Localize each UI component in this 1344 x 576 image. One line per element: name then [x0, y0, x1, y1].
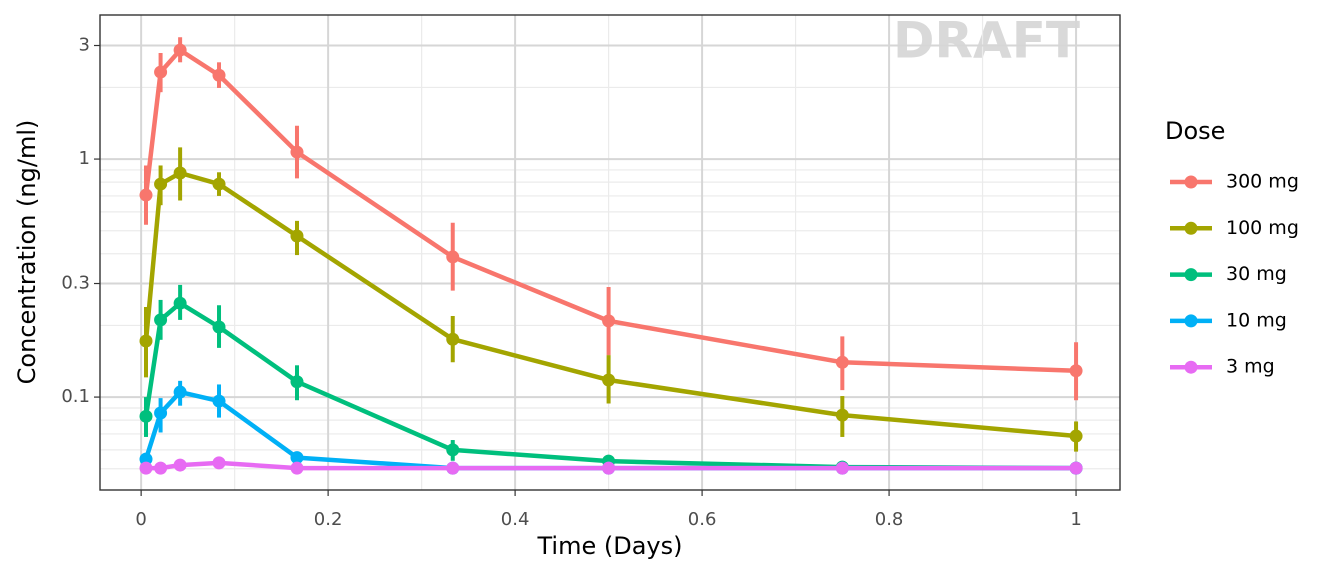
y-tick-label: 3: [79, 35, 90, 56]
data-point: [173, 43, 187, 57]
data-point: [835, 408, 849, 422]
data-point: [290, 229, 304, 243]
data-point: [154, 406, 168, 420]
data-point: [212, 456, 226, 470]
legend-label: 30 mg: [1226, 263, 1287, 285]
y-tick-label: 0.3: [61, 273, 90, 294]
x-tick-label: 0.2: [314, 509, 343, 530]
data-point: [139, 409, 153, 423]
data-point: [290, 451, 304, 465]
x-tick-label: 1: [1070, 509, 1081, 530]
legend-marker: [1184, 314, 1198, 328]
data-point: [835, 355, 849, 369]
x-tick-label: 0: [135, 509, 146, 530]
legend-label: 3 mg: [1226, 356, 1275, 378]
data-point: [154, 65, 168, 79]
data-point: [290, 461, 304, 475]
legend-label: 10 mg: [1226, 309, 1287, 331]
legend-label: 100 mg: [1226, 217, 1299, 239]
data-point: [835, 461, 849, 475]
data-point: [139, 452, 153, 466]
data-point: [602, 314, 616, 328]
y-tick-label: 1: [79, 148, 90, 169]
data-point: [1069, 429, 1083, 443]
legend-marker: [1184, 360, 1198, 374]
y-tick-label: 0.1: [61, 386, 90, 407]
legend-marker: [1184, 175, 1198, 189]
x-axis-title: Time (Days): [537, 532, 683, 560]
data-point: [173, 166, 187, 180]
data-point: [212, 394, 226, 408]
data-point: [173, 458, 187, 472]
y-axis-title: Concentration (ng/ml): [13, 120, 41, 385]
legend-label: 300 mg: [1226, 171, 1299, 193]
x-tick-label: 0.4: [501, 509, 530, 530]
data-point: [139, 188, 153, 202]
legend-marker: [1184, 221, 1198, 235]
data-point: [290, 145, 304, 159]
data-point: [446, 461, 460, 475]
x-tick-label: 0.8: [875, 509, 904, 530]
data-point: [212, 68, 226, 82]
data-point: [1069, 461, 1083, 475]
data-point: [139, 461, 153, 475]
data-point: [154, 461, 168, 475]
data-point: [290, 375, 304, 389]
legend-marker: [1184, 268, 1198, 282]
data-point: [602, 461, 616, 475]
data-point: [173, 385, 187, 399]
plot-border: [99, 14, 1121, 491]
data-point: [154, 177, 168, 191]
data-point: [212, 177, 226, 191]
data-point: [139, 334, 153, 348]
data-point: [446, 443, 460, 457]
watermark: DRAFT: [893, 12, 1080, 70]
data-point: [1069, 364, 1083, 378]
data-point: [446, 332, 460, 346]
data-point: [173, 296, 187, 310]
legend-title: Dose: [1165, 117, 1225, 145]
data-point: [154, 313, 168, 327]
data-point: [212, 320, 226, 334]
x-tick-label: 0.6: [688, 509, 717, 530]
data-point: [602, 373, 616, 387]
data-point: [446, 250, 460, 264]
